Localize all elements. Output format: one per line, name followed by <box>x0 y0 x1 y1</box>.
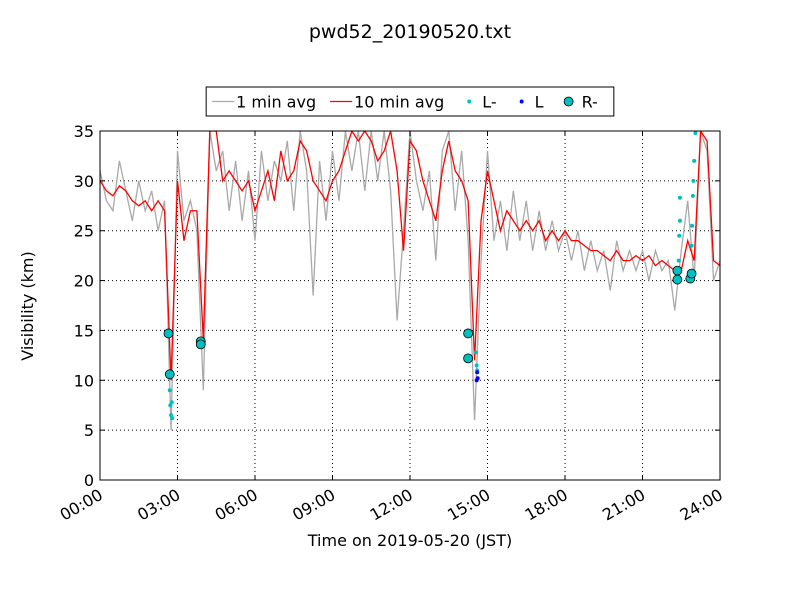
scatter-point <box>474 363 479 368</box>
scatter-point <box>167 388 172 393</box>
legend-label: 10 min avg <box>354 93 444 112</box>
y-tick-label: 35 <box>74 122 94 141</box>
scatter-point <box>473 350 478 355</box>
scatter-point <box>463 328 474 339</box>
y-tick-label: 0 <box>84 471 94 490</box>
scatter-point <box>677 218 682 223</box>
scatter-point <box>677 233 682 238</box>
y-tick-label: 15 <box>74 321 94 340</box>
legend-item: R- <box>563 93 598 112</box>
legend: 1 min avg 10 min avg L- L R- <box>205 86 615 117</box>
scatter-point <box>475 370 480 375</box>
legend-label: R- <box>582 93 598 112</box>
y-tick-label: 20 <box>74 272 94 291</box>
scatter-point <box>168 403 173 408</box>
scatter-point <box>672 274 683 285</box>
scatter-point <box>690 193 695 198</box>
y-tick-label: 10 <box>74 371 94 390</box>
y-axis-label: Visibility (km) <box>18 251 37 360</box>
scatter-point <box>676 258 681 263</box>
legend-item: L <box>519 93 544 112</box>
scatter-point <box>692 158 697 163</box>
legend-item: 1 min avg <box>212 93 316 112</box>
legend-box <box>205 86 615 117</box>
scatter-point <box>169 400 174 405</box>
scatter-point <box>690 223 695 228</box>
scatter-point <box>691 178 696 183</box>
legend-swatch <box>519 99 524 104</box>
legend-label: L <box>535 93 544 112</box>
scatter-point <box>463 353 474 364</box>
scatter-point <box>169 413 174 418</box>
legend-item: L- <box>467 93 497 112</box>
legend-item: 10 min avg <box>330 93 444 112</box>
x-axis-label: Time on 2019-05-20 (JST) <box>307 531 512 550</box>
legend-label: 1 min avg <box>236 93 316 112</box>
scatter-point <box>170 416 175 421</box>
scatter-point <box>195 339 206 350</box>
scatter-point <box>163 328 174 339</box>
scatter-point <box>689 243 694 248</box>
line-series <box>100 131 720 431</box>
plot-area <box>100 131 720 431</box>
scatter-point <box>164 369 175 380</box>
y-tick-label: 5 <box>84 421 94 440</box>
scatter-point <box>672 265 683 276</box>
scatter-point <box>693 131 698 135</box>
y-tick-label: 30 <box>74 172 94 191</box>
chart-title: pwd52_20190520.txt <box>309 21 511 43</box>
scatter-point <box>686 268 697 279</box>
legend-swatch <box>563 96 574 107</box>
y-tick-label: 25 <box>74 222 94 241</box>
scatter-point <box>474 378 479 383</box>
legend-label: L- <box>482 93 496 112</box>
legend-swatch <box>467 99 472 104</box>
scatter-point <box>677 195 682 200</box>
